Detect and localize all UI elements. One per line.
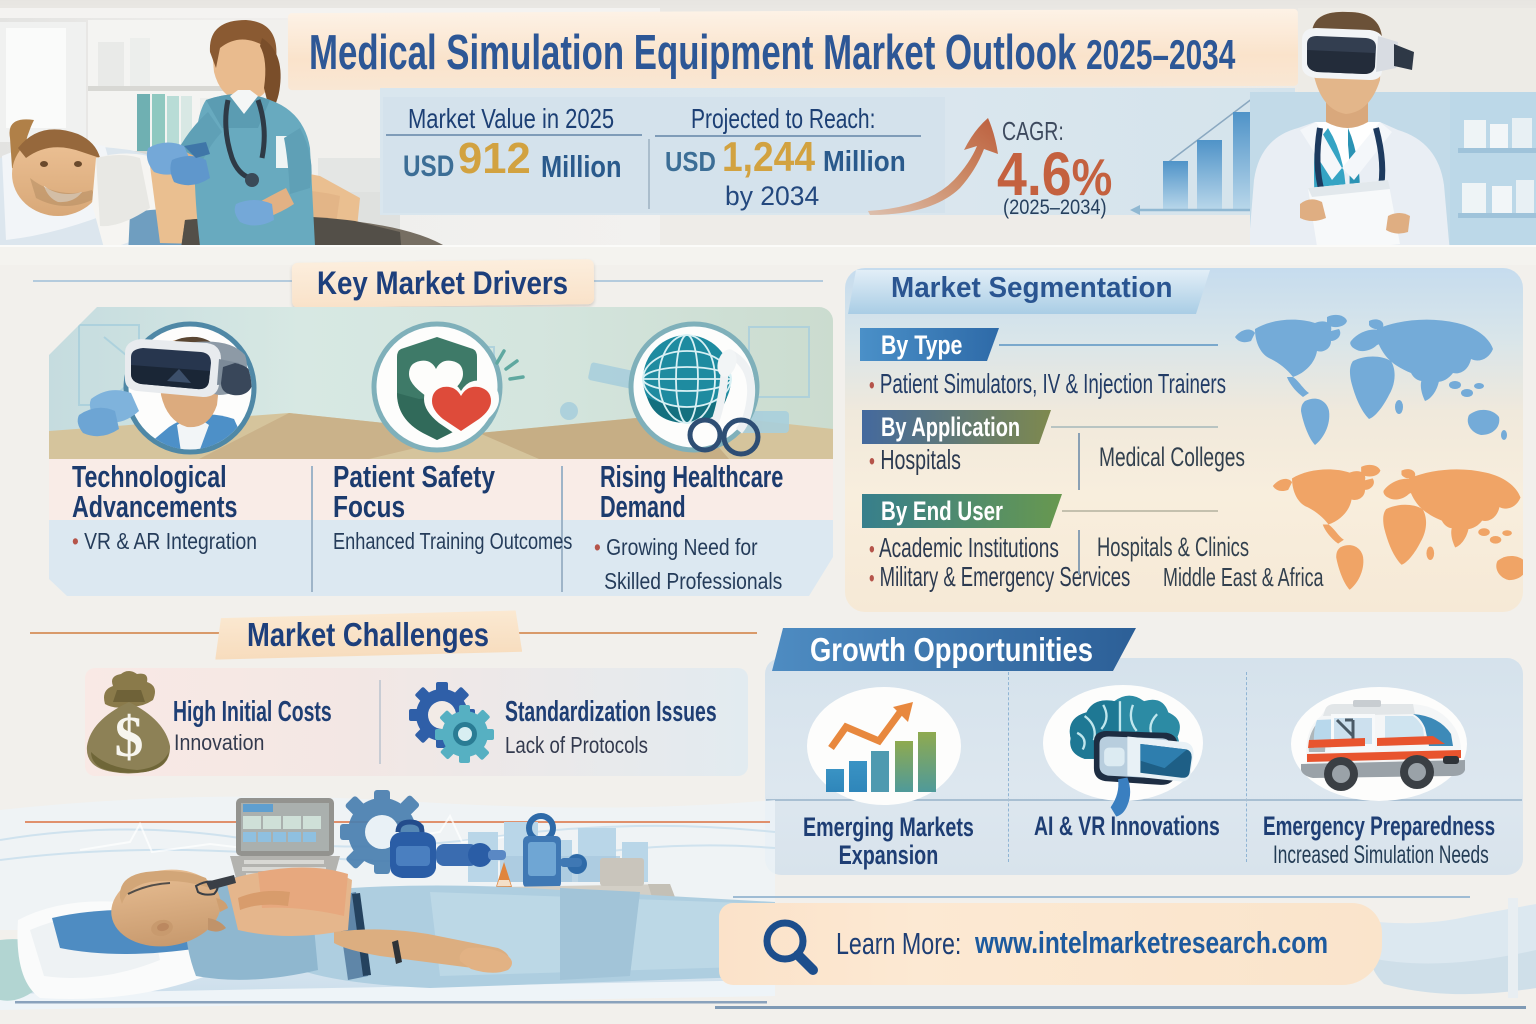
svg-text:$: $: [115, 704, 144, 769]
